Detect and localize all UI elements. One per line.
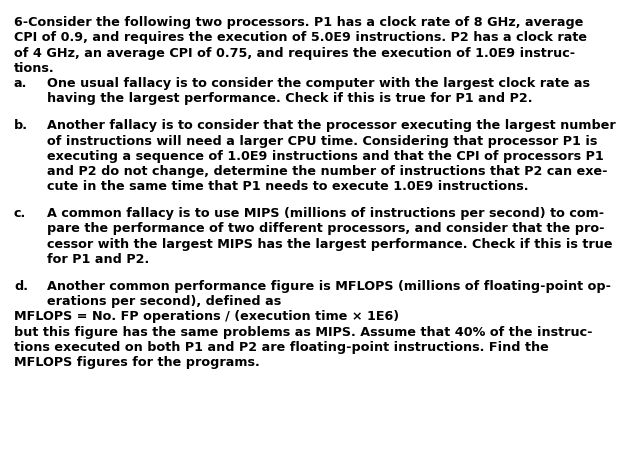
- Text: 6-Consider the following two processors. P1 has a clock rate of 8 GHz, average: 6-Consider the following two processors.…: [14, 16, 583, 30]
- Text: having the largest performance. Check if this is true for P1 and P2.: having the largest performance. Check if…: [47, 92, 533, 105]
- Text: cute in the same time that P1 needs to execute 1.0E9 instructions.: cute in the same time that P1 needs to e…: [47, 180, 529, 193]
- Text: of 4 GHz, an average CPI of 0.75, and requires the execution of 1.0E9 instruc-: of 4 GHz, an average CPI of 0.75, and re…: [14, 47, 575, 60]
- Text: b.: b.: [14, 119, 28, 133]
- Text: but this figure has the same problems as MIPS. Assume that 40% of the instruc-: but this figure has the same problems as…: [14, 326, 592, 338]
- Text: c.: c.: [14, 207, 26, 220]
- Text: Another fallacy is to consider that the processor executing the largest number: Another fallacy is to consider that the …: [47, 119, 616, 133]
- Text: a.: a.: [14, 77, 27, 90]
- Text: pare the performance of two different processors, and consider that the pro-: pare the performance of two different pr…: [47, 222, 605, 235]
- Text: erations per second), defined as: erations per second), defined as: [47, 296, 282, 308]
- Text: for P1 and P2.: for P1 and P2.: [47, 252, 150, 266]
- Text: cessor with the largest MIPS has the largest performance. Check if this is true: cessor with the largest MIPS has the lar…: [47, 237, 613, 251]
- Text: One usual fallacy is to consider the computer with the largest clock rate as: One usual fallacy is to consider the com…: [47, 77, 590, 90]
- Text: Another common performance figure is MFLOPS (millions of floating-point op-: Another common performance figure is MFL…: [47, 281, 611, 293]
- Text: of instructions will need a larger CPU time. Considering that processor P1 is: of instructions will need a larger CPU t…: [47, 134, 598, 148]
- Text: A common fallacy is to use MIPS (millions of instructions per second) to com-: A common fallacy is to use MIPS (million…: [47, 207, 605, 220]
- Text: tions.: tions.: [14, 62, 54, 75]
- Text: and P2 do not change, determine the number of instructions that P2 can exe-: and P2 do not change, determine the numb…: [47, 164, 608, 178]
- Text: MFLOPS = No. FP operations / (execution time × 1E6): MFLOPS = No. FP operations / (execution …: [14, 311, 399, 323]
- Text: MFLOPS figures for the programs.: MFLOPS figures for the programs.: [14, 356, 260, 368]
- Text: CPI of 0.9, and requires the execution of 5.0E9 instructions. P2 has a clock rat: CPI of 0.9, and requires the execution o…: [14, 31, 587, 45]
- Text: d.: d.: [14, 281, 28, 293]
- Text: tions executed on both P1 and P2 are floating-point instructions. Find the: tions executed on both P1 and P2 are flo…: [14, 341, 549, 353]
- Text: executing a sequence of 1.0E9 instructions and that the CPI of processors P1: executing a sequence of 1.0E9 instructio…: [47, 149, 604, 163]
